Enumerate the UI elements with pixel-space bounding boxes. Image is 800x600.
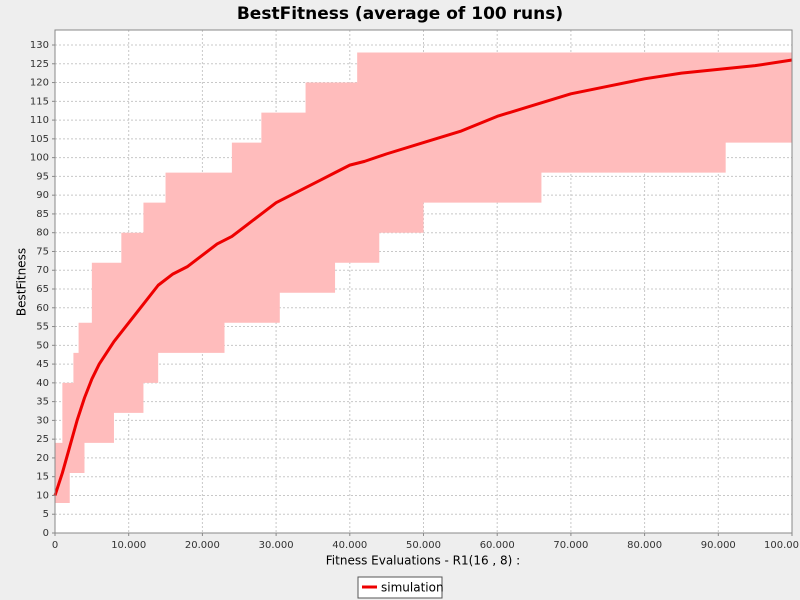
y-tick-label: 65 — [36, 284, 49, 295]
y-tick-label: 95 — [36, 171, 49, 182]
x-tick-label: 20.000 — [185, 540, 220, 551]
y-tick-label: 125 — [30, 59, 49, 70]
series-line — [53, 58, 793, 496]
y-tick-label: 35 — [36, 397, 49, 408]
y-tick-label: 130 — [30, 40, 49, 51]
y-tick-label: 10 — [36, 490, 49, 501]
y-tick-label: 75 — [36, 246, 49, 257]
y-tick-label: 115 — [30, 96, 49, 107]
x-tick-label: 60.000 — [480, 540, 515, 551]
y-tick-label: 100 — [30, 153, 49, 164]
y-tick-label: 70 — [36, 265, 49, 276]
x-tick-label: 0 — [52, 540, 58, 551]
y-tick-label: 80 — [36, 228, 49, 239]
x-tick-label: 30.000 — [259, 540, 294, 551]
y-tick-label: 55 — [36, 322, 49, 333]
y-tick-label: 120 — [30, 78, 49, 89]
y-tick-label: 0 — [43, 528, 49, 539]
y-tick-label: 85 — [36, 209, 49, 220]
y-tick-label: 25 — [36, 434, 49, 445]
legend: simulation — [357, 576, 444, 599]
legend-box — [357, 576, 443, 599]
x-axis-label: Fitness Evaluations - R1(16 , 8) : — [326, 554, 520, 568]
x-tick-label: 50.000 — [406, 540, 441, 551]
y-tick-label: 15 — [36, 472, 49, 483]
y-tick-label: 60 — [36, 303, 49, 314]
y-tick-label: 90 — [36, 190, 49, 201]
x-tick-label: 90.000 — [701, 540, 736, 551]
range-band — [55, 52, 792, 503]
x-tick-label: 70.000 — [553, 540, 588, 551]
plot-border — [54, 29, 793, 534]
y-tick-label: 105 — [30, 134, 49, 145]
y-axis-label: BestFitness — [15, 248, 29, 316]
y-tick-label: 20 — [36, 453, 49, 464]
x-tick-label: 80.000 — [627, 540, 662, 551]
chart-title: BestFitness (average of 100 runs) — [237, 4, 563, 24]
x-tick-label: 10.000 — [111, 540, 146, 551]
y-tick-label: 5 — [43, 509, 49, 520]
x-tick-label: 40.000 — [332, 540, 367, 551]
y-tick-label: 30 — [36, 415, 49, 426]
y-tick-label: 45 — [36, 359, 49, 370]
y-tick-label: 50 — [36, 340, 49, 351]
legend-label: simulation — [381, 581, 444, 595]
y-tick-label: 110 — [30, 115, 49, 126]
y-tick-label: 40 — [36, 378, 49, 389]
x-tick-label: 100.00 — [764, 540, 799, 551]
